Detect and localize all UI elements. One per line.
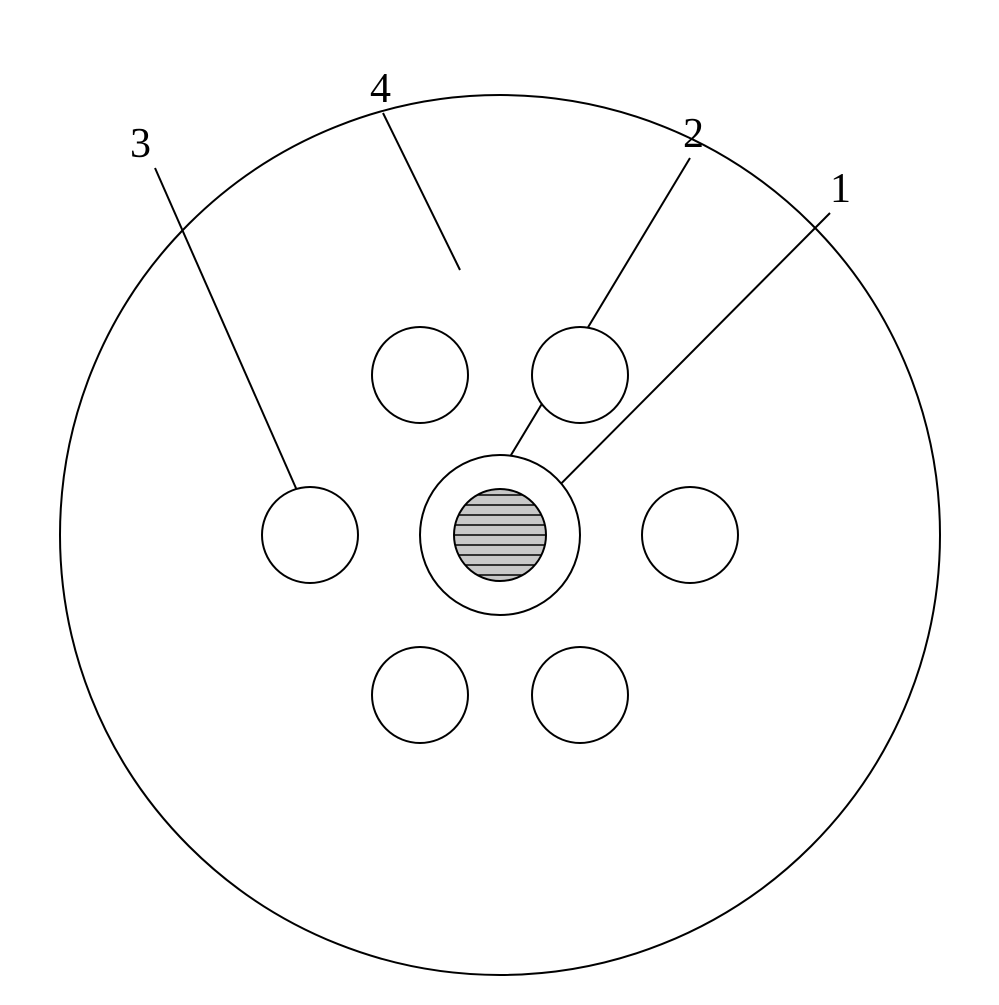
label-2: 2	[683, 110, 704, 158]
small-circle-right	[642, 487, 738, 583]
small-circle-bottom-left	[372, 647, 468, 743]
label-3: 3	[130, 120, 151, 168]
leader-line-2	[490, 158, 690, 490]
small-circle-top-right	[532, 327, 628, 423]
label-1: 1	[830, 165, 851, 213]
small-circle-left	[262, 487, 358, 583]
leader-line-3	[155, 168, 310, 520]
label-4: 4	[370, 65, 391, 113]
small-circle-bottom-right	[532, 647, 628, 743]
center-core	[454, 489, 546, 581]
leader-line-4	[383, 113, 460, 270]
small-circle-top-left	[372, 327, 468, 423]
technical-diagram: 4 3 2 1	[0, 0, 999, 1000]
